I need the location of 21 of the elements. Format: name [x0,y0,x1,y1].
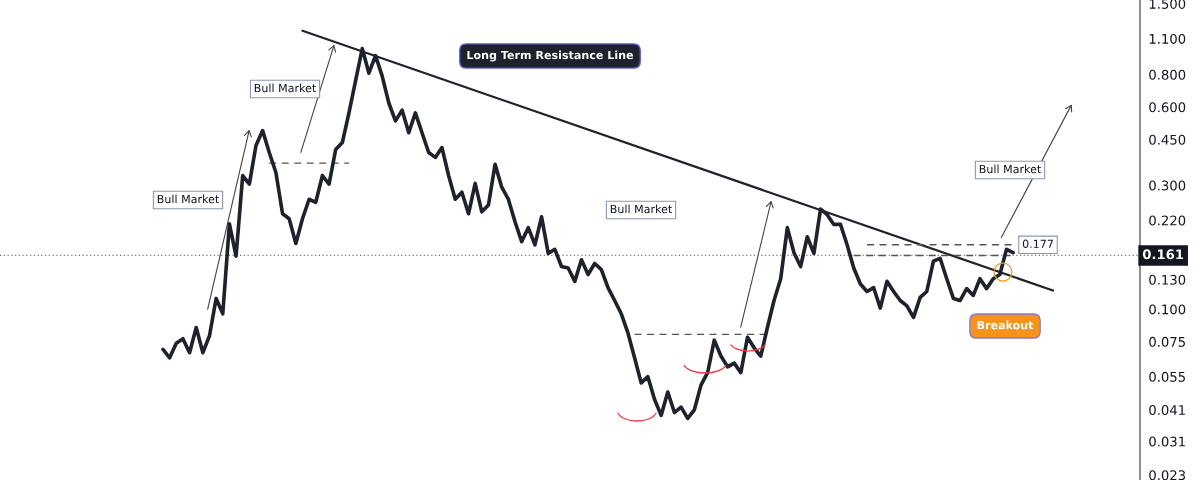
y-tick-label: 0.300 [1149,180,1186,191]
annotation: 0.177 [1022,239,1053,248]
y-tick-label: 0.220 [1149,215,1186,226]
annotation: Long Term Resistance Line [467,50,634,62]
y-tick-label: 0.100 [1149,304,1186,315]
y-tick-label: 0.075 [1149,336,1185,347]
annotation: Bull Market [979,164,1042,174]
y-tick-label: 0.600 [1149,102,1186,113]
y-tick-label: 0.800 [1149,69,1186,80]
y-tick-label: 0.130 [1149,274,1186,285]
y-tick-label: 0.031 [1149,436,1185,447]
y-tick-label: 1.100 [1149,33,1186,44]
y-tick-label: 0.055 [1149,371,1185,382]
annotation: Breakout [977,320,1034,330]
annotation: Bull Market [157,194,220,204]
y-tick-label: 0.450 [1149,134,1186,145]
y-tick-label: 0.023 [1149,470,1186,480]
ref-line-label: 0.161 [1142,249,1184,260]
annotation: Bull Market [254,83,317,93]
annotation: Bull Market [610,204,673,214]
y-tick-label: 0.041 [1149,404,1185,415]
